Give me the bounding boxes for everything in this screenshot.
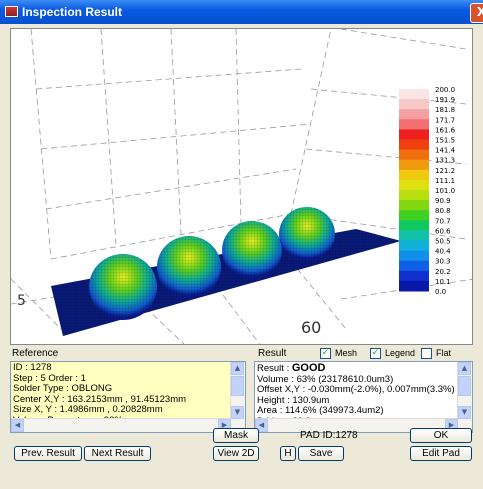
checkbox-label: Legend — [385, 348, 416, 358]
legend-label: 70.7 — [435, 217, 451, 225]
3d-view: 200.0 191.9 181.8 171.7 161.6 151.5 141.4 131.3… — [10, 28, 473, 345]
axis-label: 5 — [17, 293, 26, 309]
scrollbar[interactable]: ▲ ▼ — [230, 362, 245, 432]
legend-swatch — [399, 179, 429, 191]
axis-label: 60 — [301, 318, 321, 337]
title-bar: Inspection Result X — [0, 0, 483, 24]
reference-line: Step : 5 Order : 1 — [13, 372, 86, 384]
reference-line: Solder Type : OBLONG — [13, 383, 113, 394]
legend-label: 10.1 — [435, 278, 451, 286]
legend-swatch — [399, 270, 429, 282]
legend-label: 141.4 — [435, 147, 456, 155]
legend-swatch — [399, 250, 429, 262]
legend-label: 20.2 — [435, 268, 451, 276]
checkbox[interactable]: ✓ — [320, 348, 331, 359]
reference-line: Center X,Y : 163.2153mm , 91.45123mm — [13, 393, 187, 405]
checkbox-label: Mesh — [335, 348, 358, 358]
legend-label: 111.1 — [435, 177, 455, 185]
legend-swatch — [399, 129, 429, 140]
result-line: Offset X,Y : -0.030mm(-2.0%), 0.007mm(3.… — [257, 384, 455, 395]
result-line: Volume : 63% (23178610.0um3) — [257, 373, 394, 385]
result-line: Area : 114.6% (349973.4um2) — [257, 405, 384, 416]
status: GOOD — [291, 362, 326, 374]
pad-id: PAD ID:1278 — [300, 430, 358, 441]
color-legend: 200.0 191.9 181.8 171.7 161.6 151.5 141.4 131.3… — [399, 86, 456, 296]
legend-swatch — [399, 240, 429, 252]
grid — [11, 29, 472, 344]
legend-swatch — [399, 149, 429, 161]
legend-label: 0.0 — [435, 288, 446, 296]
legend-label: 90.9 — [435, 197, 451, 205]
next-result-button[interactable]: Next Result — [84, 446, 151, 461]
scrollbar[interactable]: ◀ ▶ — [255, 418, 458, 432]
legend-label: 80.8 — [435, 207, 451, 215]
legend-label: 131.3 — [435, 157, 455, 165]
legend-swatch — [399, 190, 429, 201]
legend-swatch — [399, 230, 429, 241]
view-2d-button[interactable]: View 2D — [213, 446, 259, 461]
legend-label: 181.8 — [435, 106, 455, 114]
legend-label: 30.3 — [435, 258, 451, 266]
legend-swatch — [399, 119, 429, 130]
edit-pad-button[interactable]: Edit Pad — [410, 446, 472, 461]
legend-label: 60.6 — [435, 227, 451, 235]
ok-button[interactable]: OK — [410, 428, 472, 443]
legend-swatch — [399, 200, 429, 211]
legend-label: 200.0 — [435, 86, 455, 94]
scrollbar[interactable]: ◀ ▶ — [11, 418, 231, 432]
legend-label: 191.9 — [435, 96, 455, 104]
result-line: Height : 130.9um — [257, 394, 330, 406]
legend-swatch — [399, 159, 429, 171]
checkbox[interactable] — [421, 348, 432, 359]
save-button[interactable]: Save — [298, 446, 344, 461]
legend-swatch — [399, 169, 429, 181]
legend-label: 121.2 — [435, 167, 455, 175]
legend-label: 171.7 — [435, 116, 455, 124]
legend-label: 40.4 — [435, 248, 451, 256]
reference-line: ID : 1278 — [13, 362, 52, 373]
app-icon — [5, 6, 18, 17]
legend-swatch — [399, 99, 429, 110]
reference-box: ID : 1278 Step : 5 Order : 1 Solder Type :… — [10, 361, 246, 433]
checkbox[interactable]: ✓ — [370, 348, 381, 359]
reference-line: Size X, Y : 1.4986mm , 0.20828mm — [13, 404, 163, 415]
result-box: Result : GOOD Volume : 63% (23178610.0um… — [254, 361, 473, 433]
legend-swatch — [399, 89, 429, 100]
result-status: Result : GOOD — [257, 363, 470, 375]
legend-swatch — [399, 210, 429, 221]
legend-label: 161.6 — [435, 126, 456, 134]
legend-swatch — [399, 260, 429, 272]
prev-result-button[interactable]: Prev. Result — [14, 446, 82, 461]
legend-swatch — [399, 109, 429, 120]
window-title: Inspection Result — [22, 5, 123, 19]
legend-label: 50.5 — [435, 238, 451, 246]
close-button[interactable]: X — [470, 3, 483, 23]
legend-swatch — [399, 280, 429, 292]
solder-bumps — [89, 207, 335, 320]
h-button[interactable]: H — [280, 446, 296, 461]
legend-swatch — [399, 139, 429, 151]
legend-swatch — [399, 220, 429, 231]
legend-label: 101.0 — [435, 187, 455, 195]
status-prefix: Result : — [257, 363, 292, 374]
mask-button[interactable]: Mask — [213, 428, 259, 443]
reference-label: Reference — [12, 348, 59, 359]
legend-label: 151.5 — [435, 137, 455, 145]
result-label: Result — [258, 348, 287, 359]
scrollbar[interactable]: ▲ ▼ — [457, 362, 472, 432]
checkbox-label: Flat — [436, 348, 452, 358]
